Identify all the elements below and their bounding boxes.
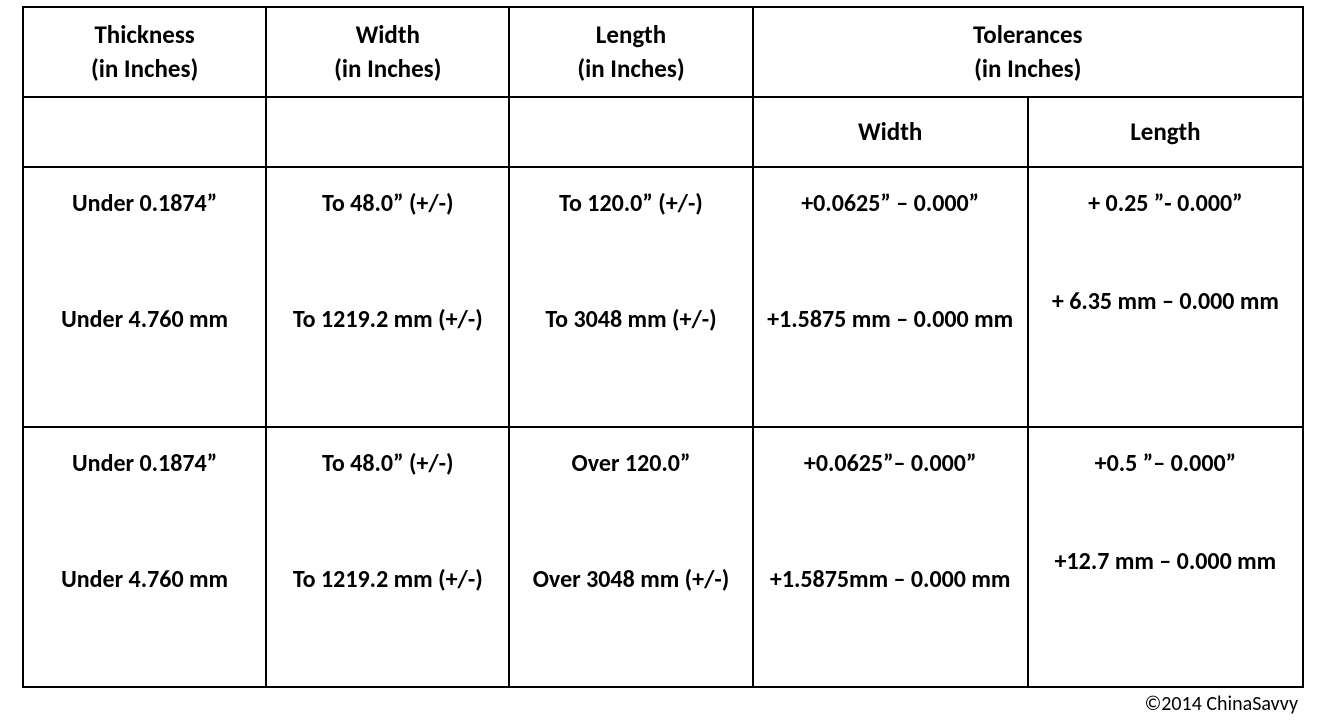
subhead-tol-width: Width [753,97,1028,167]
table-row: Under 0.1874” Under 4.760 mm To 48.0” (+… [23,167,1303,427]
value-metric: Under 4.760 mm [32,564,257,596]
cell-thickness: Under 0.1874” Under 4.760 mm [23,167,266,427]
cell-width: To 48.0” (+/-) To 1219.2 mm (+/-) [266,167,509,427]
value-metric: To 1219.2 mm (+/-) [275,304,500,336]
cell-thickness: Under 0.1874” Under 4.760 mm [23,427,266,687]
value-metric: +1.5875 mm – 0.000 mm [762,304,1019,336]
header-thickness: Thickness(in Inches) [23,7,266,97]
header-length: Length(in Inches) [509,7,752,97]
value-imperial: + 0.25 ”- 0.000” [1037,188,1294,256]
value-metric: Under 4.760 mm [32,304,257,336]
value-imperial: +0.5 ”– 0.000” [1037,448,1294,516]
cell-width: To 48.0” (+/-) To 1219.2 mm (+/-) [266,427,509,687]
value-metric: +12.7 mm – 0.000 mm [1037,546,1294,578]
cell-tol-length: +0.5 ”– 0.000” +12.7 mm – 0.000 mm [1028,427,1303,687]
value-imperial: Under 0.1874” [32,188,257,256]
cell-tol-length: + 0.25 ”- 0.000” + 6.35 mm – 0.000 mm [1028,167,1303,427]
cell-length: Over 120.0” Over 3048 mm (+/-) [509,427,752,687]
value-imperial: +0.0625”– 0.000” [762,448,1019,516]
value-imperial: +0.0625” – 0.000” [762,188,1019,256]
value-metric: +1.5875mm – 0.000 mm [762,564,1019,596]
value-metric: Over 3048 mm (+/-) [518,564,743,596]
tolerances-table: Thickness(in Inches) Width(in Inches) Le… [22,6,1304,688]
value-metric: To 3048 mm (+/-) [518,304,743,336]
cell-tol-width: +0.0625”– 0.000” +1.5875mm – 0.000 mm [753,427,1028,687]
header-width: Width(in Inches) [266,7,509,97]
value-imperial: Under 0.1874” [32,448,257,516]
cell-length: To 120.0” (+/-) To 3048 mm (+/-) [509,167,752,427]
value-metric: + 6.35 mm – 0.000 mm [1037,286,1294,318]
subhead-empty-2 [266,97,509,167]
cell-tol-width: +0.0625” – 0.000” +1.5875 mm – 0.000 mm [753,167,1028,427]
value-metric: To 1219.2 mm (+/-) [275,564,500,596]
value-imperial: To 48.0” (+/-) [275,448,500,516]
table-row: Under 0.1874” Under 4.760 mm To 48.0” (+… [23,427,1303,687]
subhead-empty-1 [23,97,266,167]
value-imperial: To 120.0” (+/-) [518,188,743,256]
copyright-text: ©2014 ChinaSavvy [22,692,1304,716]
header-tolerances: Tolerances(in Inches) [753,7,1303,97]
value-imperial: Over 120.0” [518,448,743,516]
value-imperial: To 48.0” (+/-) [275,188,500,256]
subhead-tol-length: Length [1028,97,1303,167]
subhead-empty-3 [509,97,752,167]
